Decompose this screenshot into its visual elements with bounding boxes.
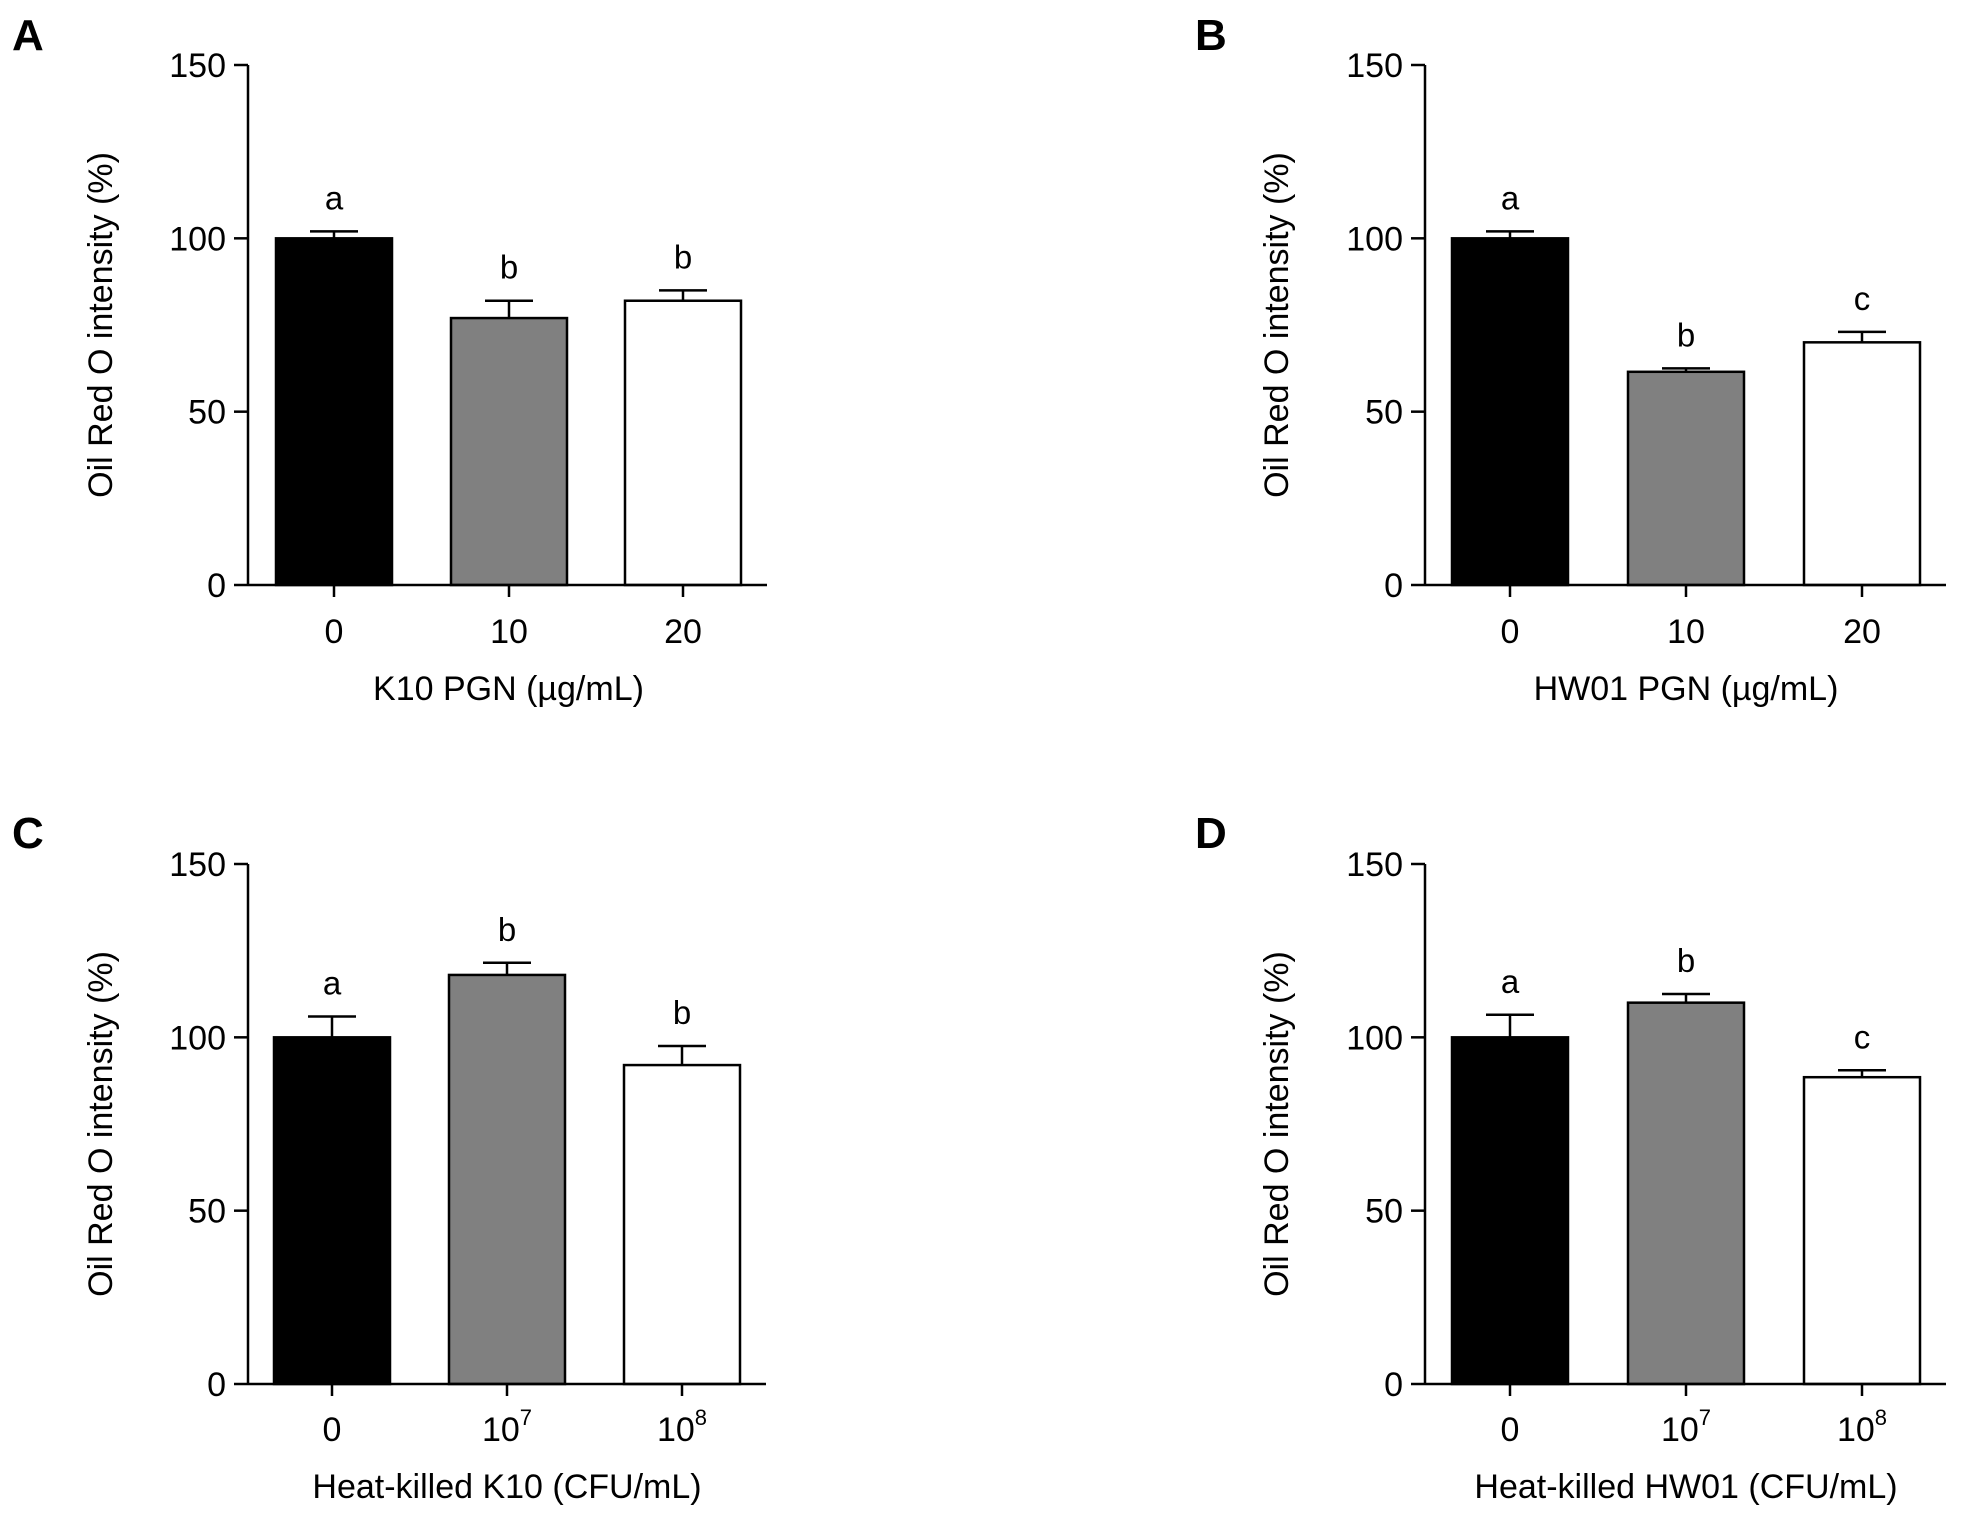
significance-label-1: b (500, 249, 518, 286)
significance-label-1: b (498, 911, 516, 948)
y-tick-label-1: 50 (188, 394, 226, 432)
panel-letter: A (12, 11, 44, 60)
x-axis-title: Heat-killed HW01 (CFU/mL) (1474, 1468, 1897, 1506)
y-tick-label-1: 50 (188, 1193, 226, 1231)
significance-label-0: a (1501, 963, 1520, 1000)
significance-label-1: b (1677, 316, 1695, 353)
x-tick-label-2: 20 (1843, 613, 1881, 651)
bar-2 (1802, 1075, 1922, 1386)
y-axis-title: Oil Red O intensity (%) (82, 951, 120, 1297)
y-tick-label-3: 150 (1346, 47, 1403, 85)
y-tick-label-2: 100 (1346, 1019, 1403, 1057)
chart-panel-b: Ba 0 b 10 c 20 0 50 100 150 HW01 PGN (µg/mL) Oil Re… (1195, 11, 1946, 708)
x-tick-label-0: 0 (325, 613, 344, 651)
x-tick-base: 20 (664, 613, 702, 651)
y-tick-label-1: 50 (1365, 394, 1403, 432)
x-tick-label-1: 10 (490, 613, 528, 651)
bar-2 (622, 1063, 742, 1386)
y-tick-label-0: 0 (1384, 567, 1403, 605)
x-axis-title: HW01 PGN (µg/mL) (1534, 670, 1839, 708)
y-tick-label-0: 0 (207, 1366, 226, 1404)
significance-label-0: a (325, 179, 344, 216)
y-tick-label-2: 100 (169, 220, 226, 258)
significance-label-2: c (1854, 1018, 1871, 1055)
panel-letter: C (12, 809, 44, 858)
x-tick-exponent: 7 (1699, 1405, 1711, 1430)
x-tick-label-2: 108 (1837, 1405, 1887, 1449)
x-tick-base: 0 (325, 613, 344, 651)
bar-0 (274, 237, 394, 587)
x-tick-base: 10 (1661, 1411, 1699, 1449)
bar-0 (1450, 237, 1570, 587)
y-tick-label-0: 0 (207, 567, 226, 605)
significance-label-0: a (1501, 179, 1520, 216)
x-tick-label-0: 0 (1501, 1411, 1520, 1449)
y-tick-label-3: 150 (1346, 846, 1403, 884)
x-tick-exponent: 8 (1875, 1405, 1887, 1430)
y-tick-label-3: 150 (169, 846, 226, 884)
x-tick-label-1: 107 (1661, 1405, 1711, 1449)
x-tick-base: 0 (323, 1411, 342, 1449)
x-tick-label-0: 0 (1501, 613, 1520, 651)
bar-1 (1626, 1001, 1746, 1386)
x-tick-base: 0 (1501, 1411, 1520, 1449)
bar-0 (272, 1036, 392, 1386)
y-axis-title: Oil Red O intensity (%) (1258, 152, 1296, 498)
significance-label-2: b (673, 994, 691, 1031)
x-tick-base: 10 (1667, 613, 1705, 651)
y-tick-label-2: 100 (169, 1019, 226, 1057)
x-axis-title: Heat-killed K10 (CFU/mL) (312, 1468, 701, 1506)
x-tick-base: 0 (1501, 613, 1520, 651)
bar-2 (623, 299, 743, 587)
x-tick-exponent: 8 (695, 1405, 707, 1430)
x-tick-base: 10 (482, 1411, 520, 1449)
x-tick-base: 20 (1843, 613, 1881, 651)
x-tick-label-0: 0 (323, 1411, 342, 1449)
y-axis-title: Oil Red O intensity (%) (82, 152, 120, 498)
x-tick-base: 10 (1837, 1411, 1875, 1449)
y-tick-label-1: 50 (1365, 1193, 1403, 1231)
x-tick-label-1: 10 (1667, 613, 1705, 651)
x-tick-base: 10 (657, 1411, 695, 1449)
bar-1 (449, 316, 569, 587)
bar-1 (447, 973, 567, 1386)
significance-label-1: b (1677, 942, 1695, 979)
y-axis-title: Oil Red O intensity (%) (1258, 951, 1296, 1297)
significance-label-0: a (323, 965, 342, 1002)
x-tick-base: 10 (490, 613, 528, 651)
x-tick-label-2: 20 (664, 613, 702, 651)
y-tick-label-0: 0 (1384, 1366, 1403, 1404)
chart-panel-a: Aa 0 b 10 b 20 0 50 100 150 K10 PGN (µg/mL) Oil Red… (12, 11, 767, 708)
x-tick-exponent: 7 (520, 1405, 532, 1430)
significance-label-2: b (674, 238, 692, 275)
panel-letter: D (1195, 809, 1227, 858)
bar-1 (1626, 370, 1746, 587)
x-axis-title: K10 PGN (µg/mL) (373, 670, 644, 708)
x-tick-label-2: 108 (657, 1405, 707, 1449)
x-tick-label-1: 107 (482, 1405, 532, 1449)
y-tick-label-2: 100 (1346, 220, 1403, 258)
bar-2 (1802, 341, 1922, 587)
panel-letter: B (1195, 11, 1227, 60)
significance-label-2: c (1854, 280, 1871, 317)
bar-0 (1450, 1036, 1570, 1386)
y-tick-label-3: 150 (169, 47, 226, 85)
